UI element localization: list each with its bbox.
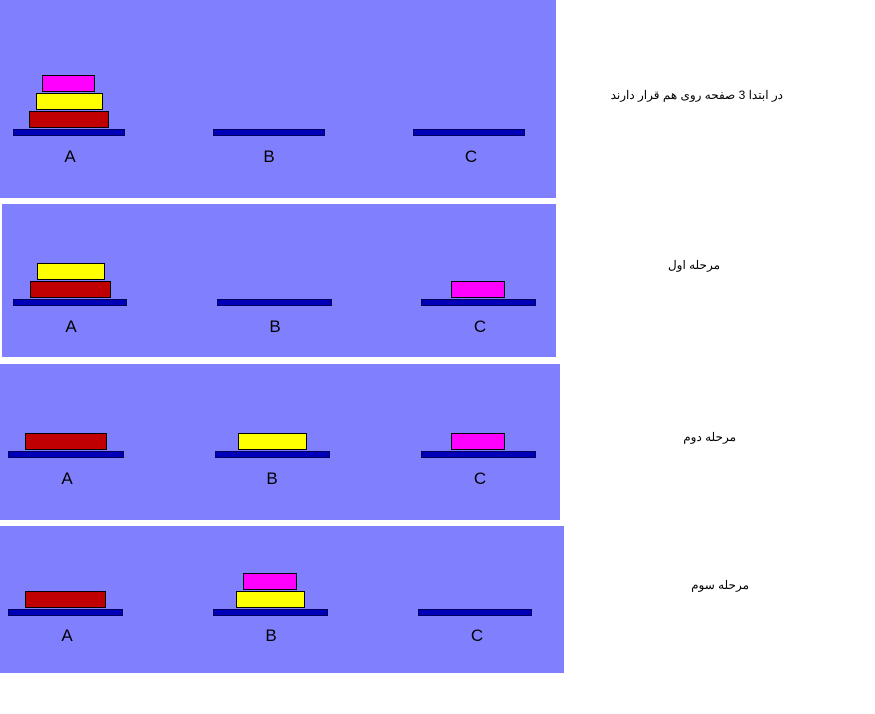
- peg-label-c: C: [464, 147, 478, 166]
- disk-medium: [238, 433, 307, 450]
- disk-large: [30, 281, 111, 298]
- disk-small: [243, 573, 297, 590]
- stage-panel-1: A B C: [0, 0, 556, 198]
- disk-medium: [236, 591, 305, 608]
- peg-base-b: [213, 129, 325, 136]
- peg-base-b: [213, 609, 328, 616]
- stage-panel-4: A B C: [0, 526, 564, 673]
- stage-caption-1: در ابتدا 3 صفحه روی هم قرار دارند: [610, 88, 783, 102]
- peg-base-a: [13, 129, 125, 136]
- peg-base-b: [215, 451, 330, 458]
- peg-label-b: B: [265, 626, 277, 645]
- peg-base-b: [217, 299, 332, 306]
- stage-caption-4: مرحله سوم: [691, 578, 749, 592]
- peg-label-a: A: [64, 147, 76, 166]
- disk-medium: [37, 263, 105, 280]
- peg-base-c: [418, 609, 532, 616]
- stage-caption-2: مرحله اول: [667, 258, 720, 272]
- disk-small: [42, 75, 95, 92]
- peg-label-b: B: [263, 147, 275, 166]
- disk-small: [451, 433, 505, 450]
- disk-medium: [36, 93, 103, 110]
- peg-base-c: [421, 451, 536, 458]
- disk-large: [25, 433, 107, 450]
- peg-base-c: [421, 299, 536, 306]
- peg-label-c: C: [473, 317, 487, 336]
- peg-label-c: C: [470, 626, 484, 645]
- peg-base-a: [8, 609, 123, 616]
- peg-label-a: A: [65, 317, 77, 336]
- peg-label-a: A: [61, 626, 73, 645]
- peg-base-c: [413, 129, 525, 136]
- peg-label-b: B: [266, 469, 278, 488]
- peg-label-a: A: [61, 469, 73, 488]
- disk-large: [25, 591, 106, 608]
- stage-panel-3: A B C: [0, 364, 560, 520]
- peg-base-a: [13, 299, 127, 306]
- peg-label-b: B: [269, 317, 281, 336]
- disk-large: [29, 111, 109, 128]
- peg-label-c: C: [473, 469, 487, 488]
- stage-caption-3: مرحله دوم: [683, 430, 736, 444]
- disk-small: [451, 281, 505, 298]
- stage-panel-2: A B C: [2, 204, 556, 357]
- peg-base-a: [8, 451, 124, 458]
